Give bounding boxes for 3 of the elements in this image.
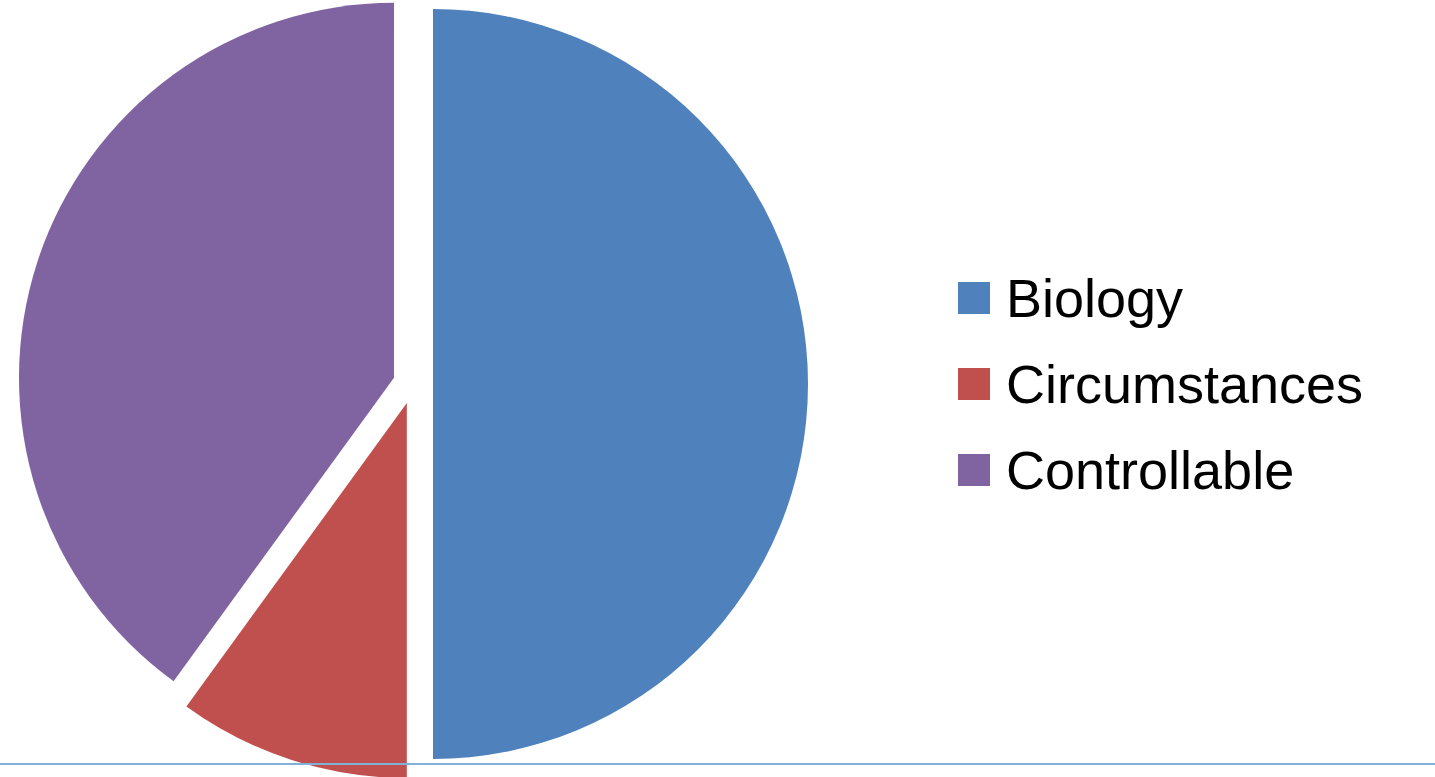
legend-label: Biology bbox=[1006, 268, 1184, 328]
legend-label: Controllable bbox=[1006, 440, 1295, 500]
legend-label: Circumstances bbox=[1006, 354, 1364, 414]
